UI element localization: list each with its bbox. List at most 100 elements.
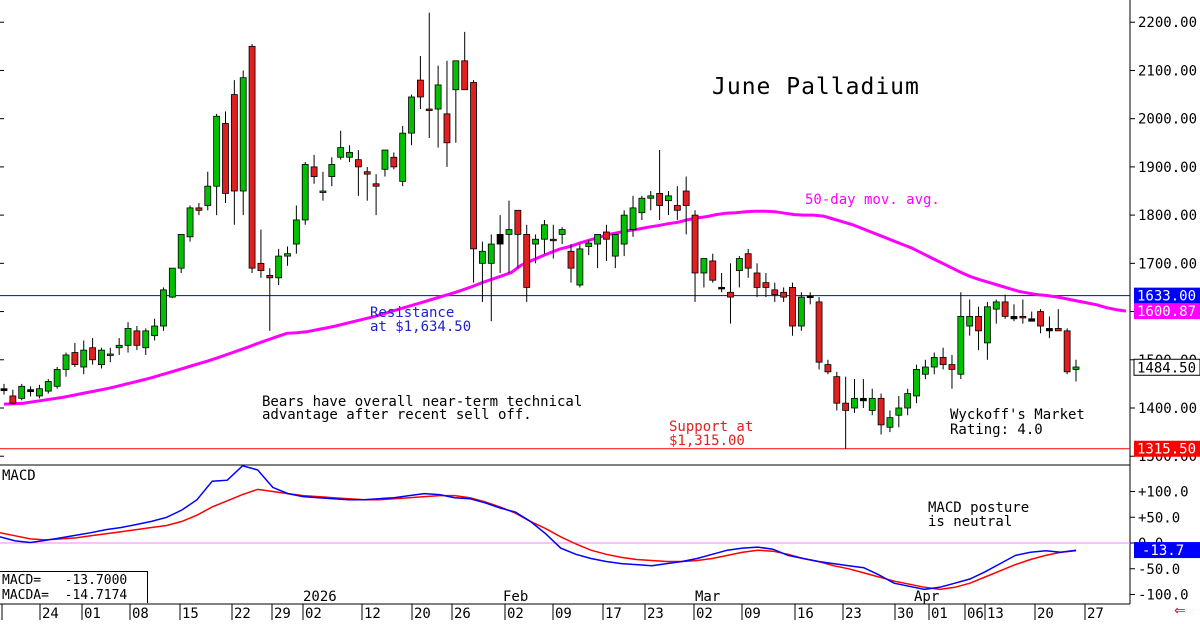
- candle-body: [479, 250, 486, 264]
- candle-body: [789, 287, 796, 327]
- candle: [842, 376, 850, 449]
- candle-body: [558, 229, 566, 235]
- candle-body: [904, 393, 912, 409]
- macda-line: [0, 488, 1077, 591]
- candle-body: [523, 234, 531, 288]
- candles-layer: [0, 12, 1080, 449]
- candle: [195, 203, 203, 216]
- ma-label: 50-day mov. avg.: [805, 192, 940, 208]
- candle-body: [408, 96, 415, 134]
- candle-body: [620, 214, 628, 245]
- candle-body: [673, 205, 681, 211]
- candle-body: [53, 369, 61, 387]
- ma-line: [3, 209, 1127, 406]
- macd-y-tick-label: -100.0: [1138, 588, 1189, 604]
- candle-body: [71, 352, 79, 366]
- macd-panel-label: MACD: [2, 468, 36, 484]
- candle: [868, 388, 876, 416]
- candle: [824, 359, 832, 375]
- candle: [53, 367, 61, 389]
- level-label: 1633.00: [1137, 289, 1196, 305]
- support-label-line2: $1,315.00: [669, 433, 745, 449]
- bears-note-line1: Bears have overall near-term technical: [262, 394, 583, 410]
- candle: [177, 234, 185, 273]
- candle-body: [921, 366, 929, 375]
- candle: [629, 195, 637, 237]
- x-tick-label: 15: [182, 606, 199, 622]
- candle-body: [514, 209, 522, 235]
- x-tick-label: 16: [797, 606, 814, 622]
- candle: [797, 292, 805, 331]
- macd-note-line1: MACD posture: [928, 500, 1030, 516]
- candle: [346, 145, 353, 163]
- candle: [89, 338, 96, 365]
- candle-body: [603, 231, 610, 240]
- candle-body: [372, 183, 380, 187]
- candle: [877, 393, 885, 435]
- candle-body: [833, 376, 841, 404]
- candle: [532, 234, 539, 264]
- y-tick-label: 1800.00: [1138, 208, 1197, 224]
- candle-body: [727, 291, 734, 298]
- candle: [284, 246, 291, 266]
- candle: [585, 240, 593, 256]
- candle: [399, 125, 407, 187]
- candle: [133, 326, 141, 351]
- candle-body: [0, 388, 8, 392]
- candle: [1054, 309, 1062, 332]
- candle-body: [328, 164, 336, 177]
- candle-body: [541, 224, 548, 240]
- x-tick-label: 06: [967, 606, 984, 622]
- candle: [718, 272, 726, 293]
- candle: [106, 347, 114, 363]
- macd-line: [0, 464, 1077, 591]
- candle: [682, 176, 690, 235]
- candle-body: [895, 407, 903, 416]
- candle-body: [576, 248, 584, 286]
- candle-body: [124, 328, 132, 346]
- macd-current-box: [1134, 542, 1200, 559]
- candle-body: [62, 354, 70, 370]
- macd-note-line2: is neutral: [928, 514, 1013, 530]
- candle-body: [151, 325, 159, 337]
- candle-body: [1072, 366, 1080, 370]
- x-month-label: Apr: [914, 589, 939, 605]
- candle: [266, 268, 274, 331]
- x-tick-label: 02: [696, 606, 713, 622]
- candle-body: [975, 315, 982, 332]
- candle-body: [1028, 318, 1036, 322]
- candle: [363, 166, 371, 201]
- candle-body: [452, 60, 460, 91]
- candle: [213, 113, 221, 216]
- level-label: 1315.50: [1137, 442, 1196, 458]
- candle-body: [859, 397, 867, 402]
- candle: [425, 12, 433, 138]
- macd-readout: MACD= -13.7000: [2, 573, 128, 588]
- candle: [762, 272, 770, 298]
- candle-body: [160, 289, 167, 327]
- candle-body: [44, 381, 52, 392]
- candle: [913, 364, 920, 404]
- y-tick-label: 2000.00: [1138, 112, 1197, 128]
- candle: [292, 205, 300, 254]
- candle-body: [142, 330, 150, 349]
- candle-body: [115, 344, 123, 349]
- candle: [691, 210, 699, 302]
- candle-body: [549, 238, 557, 242]
- candle-body: [957, 315, 965, 375]
- candle-body: [425, 108, 433, 111]
- candle-body: [461, 60, 469, 91]
- x-tick-label: 02: [507, 606, 524, 622]
- macd-current-label: -13.7: [1142, 543, 1184, 559]
- candle: [1046, 316, 1053, 339]
- candle-body: [168, 267, 176, 298]
- candle-body: [284, 253, 291, 257]
- candle: [753, 263, 761, 298]
- candle-body: [585, 242, 593, 247]
- candle: [390, 152, 398, 170]
- candle: [275, 248, 283, 286]
- scroll-left-arrow-icon[interactable]: ⇐: [1174, 603, 1186, 619]
- candle-body: [36, 388, 43, 397]
- candle-body: [744, 253, 752, 269]
- candle: [248, 43, 256, 273]
